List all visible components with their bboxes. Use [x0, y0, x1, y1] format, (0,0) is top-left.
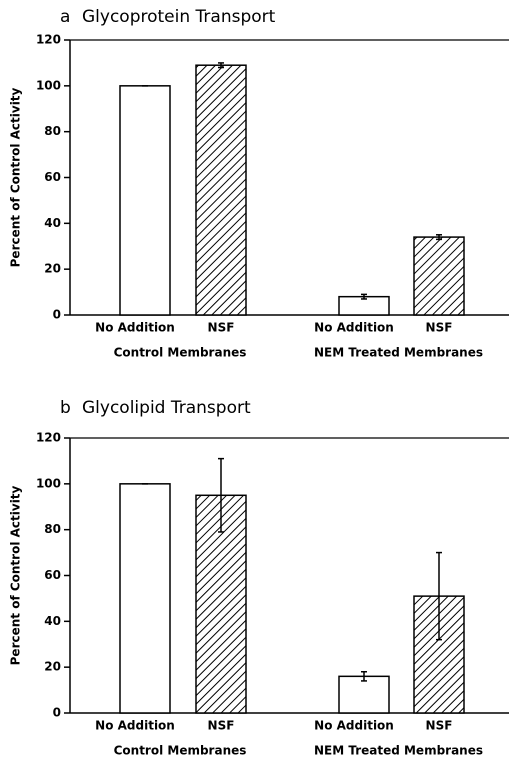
x-tick-label: NSF [208, 719, 235, 733]
x-tick-label: NSF [208, 321, 235, 335]
x-tick-label: NSF [426, 321, 453, 335]
bar [119, 85, 171, 316]
y-tick-label: 60 [44, 568, 61, 582]
y-tick-label: 100 [36, 476, 61, 490]
x-tick-label: No Addition [314, 321, 394, 335]
x-tick-label: NSF [426, 719, 453, 733]
bar [413, 236, 465, 316]
y-tick-label: 40 [44, 216, 61, 230]
bar [338, 675, 390, 714]
chart-title: Glycolipid Transport [82, 398, 251, 418]
group-label: Control Membranes [114, 744, 247, 758]
y-axis-label: Percent of Control Activity [9, 485, 23, 665]
panel-label: b [60, 398, 71, 418]
y-tick-label: 20 [44, 660, 61, 674]
group-label: NEM Treated Membranes [314, 346, 483, 360]
y-tick-label: 100 [36, 78, 61, 92]
bar [119, 483, 171, 714]
x-tick-label: No Addition [95, 719, 175, 733]
y-axis-label: Percent of Control Activity [9, 87, 23, 267]
y-tick-label: 0 [53, 308, 61, 322]
y-tick-label: 0 [53, 706, 61, 720]
x-tick-label: No Addition [314, 719, 394, 733]
y-tick-label: 120 [36, 33, 61, 47]
y-tick-label: 60 [44, 170, 61, 184]
group-label: NEM Treated Membranes [314, 744, 483, 758]
group-label: Control Membranes [114, 346, 247, 360]
y-tick-label: 40 [44, 614, 61, 628]
bar [195, 64, 247, 316]
panel-label: a [60, 7, 70, 27]
y-tick-label: 80 [44, 522, 61, 536]
x-tick-label: No Addition [95, 321, 175, 335]
chart-title: Glycoprotein Transport [82, 7, 276, 27]
y-tick-label: 80 [44, 124, 61, 138]
y-tick-label: 20 [44, 262, 61, 276]
y-tick-label: 120 [36, 431, 61, 445]
